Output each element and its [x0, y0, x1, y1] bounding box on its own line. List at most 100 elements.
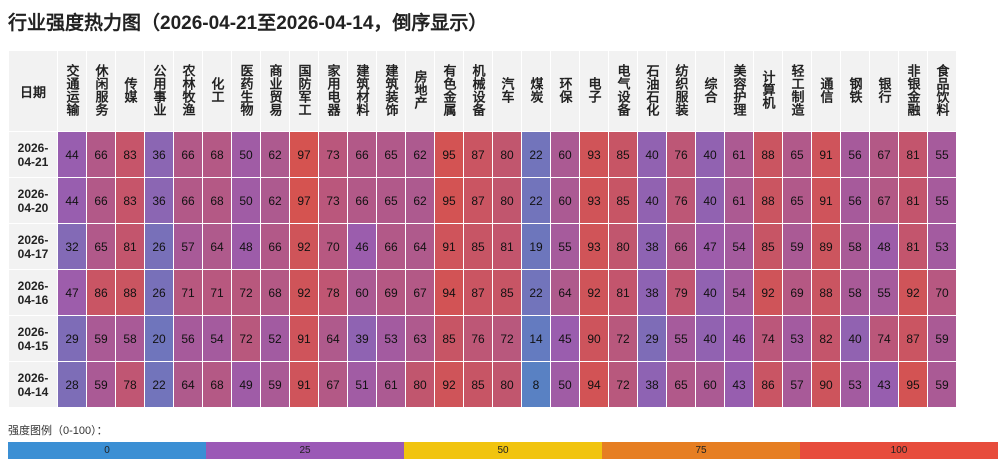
heatmap-cell: 72 [608, 361, 638, 408]
column-header: 石油石化 [637, 50, 667, 132]
column-header-label: 国防军工 [296, 63, 312, 116]
heatmap-cell: 81 [898, 131, 928, 178]
column-header: 休闲服务 [86, 50, 116, 132]
heatmap-cell: 83 [115, 177, 145, 224]
table-row: 2026- 04-20 44 66 83 36 66 68 50 62 97 73 66 65 62 95 87… [8, 177, 957, 224]
column-header-label: 环保 [557, 76, 573, 103]
heatmap-cell: 38 [637, 223, 667, 270]
heatmap-cell: 40 [637, 177, 667, 224]
heatmap-cell: 40 [695, 177, 725, 224]
heatmap-cell: 89 [811, 223, 841, 270]
heatmap-cell: 66 [173, 177, 203, 224]
heatmap-cell: 66 [86, 131, 116, 178]
heatmap-cell: 48 [231, 223, 261, 270]
column-header: 商业贸易 [260, 50, 290, 132]
heatmap-cell: 65 [376, 131, 406, 178]
column-header: 轻工制造 [782, 50, 812, 132]
heatmap-cell: 43 [724, 361, 754, 408]
heatmap-cell: 70 [927, 269, 957, 316]
heatmap-cell: 80 [405, 361, 435, 408]
heatmap-cell: 32 [57, 223, 87, 270]
heatmap-cell: 66 [666, 223, 696, 270]
legend-swatch: 100 [800, 442, 998, 459]
heatmap-cell: 64 [202, 223, 232, 270]
heatmap-cell: 58 [840, 223, 870, 270]
column-header-label: 通信 [818, 76, 834, 103]
column-header-label: 汽车 [499, 76, 515, 103]
page-title: 行业强度热力图（2026-04-21至2026-04-14，倒序显示） [8, 13, 488, 34]
heatmap-cell: 54 [724, 223, 754, 270]
column-header-label: 综合 [702, 76, 718, 103]
heatmap-cell: 72 [608, 315, 638, 362]
column-header-label: 美容护理 [731, 63, 747, 116]
heatmap-cell: 86 [86, 269, 116, 316]
heatmap-cell: 60 [550, 177, 580, 224]
heatmap-cell: 36 [144, 131, 174, 178]
heatmap-cell: 55 [550, 223, 580, 270]
heatmap-cell: 67 [869, 177, 899, 224]
column-header: 传媒 [115, 50, 145, 132]
heatmap-cell: 78 [318, 269, 348, 316]
heatmap-cell: 55 [869, 269, 899, 316]
heatmap-cell: 8 [521, 361, 551, 408]
heatmap-cell: 57 [782, 361, 812, 408]
heatmap-cell: 73 [318, 131, 348, 178]
heatmap-cell: 81 [492, 223, 522, 270]
heatmap-cell: 62 [405, 131, 435, 178]
column-header: 非银金融 [898, 50, 928, 132]
heatmap-header-row: 日期 交通运输 休闲服务 传媒 公用事业 农林牧渔 化工 医药生物 商业贸易 国防军工 家用电器建… [8, 50, 957, 132]
heatmap-cell: 87 [463, 269, 493, 316]
heatmap-cell: 53 [927, 223, 957, 270]
heatmap-cell: 91 [811, 177, 841, 224]
heatmap-cell: 38 [637, 269, 667, 316]
heatmap-cell: 66 [376, 223, 406, 270]
heatmap-cell: 68 [260, 269, 290, 316]
heatmap-cell: 50 [550, 361, 580, 408]
heatmap-cell: 59 [86, 361, 116, 408]
column-header: 国防军工 [289, 50, 319, 132]
column-header-label: 公用事业 [151, 63, 167, 116]
heatmap-cell: 53 [376, 315, 406, 362]
table-row: 2026- 04-17 32 65 81 26 57 64 48 66 92 70 46 66 64 91 85… [8, 223, 957, 270]
heatmap-cell: 92 [434, 361, 464, 408]
heatmap-cell: 61 [376, 361, 406, 408]
heatmap-cell: 46 [347, 223, 377, 270]
column-header-label: 休闲服务 [93, 63, 109, 116]
heatmap-cell: 88 [753, 177, 783, 224]
heatmap-cell: 91 [811, 131, 841, 178]
heatmap-cell: 20 [144, 315, 174, 362]
heatmap-body: 2026- 04-21 44 66 83 36 66 68 50 62 97 73 66 65 62 95 87… [8, 131, 957, 408]
heatmap-cell: 36 [144, 177, 174, 224]
heatmap-cell: 71 [202, 269, 232, 316]
heatmap-cell: 65 [782, 131, 812, 178]
column-header-label: 纺织服装 [673, 63, 689, 116]
column-header: 汽车 [492, 50, 522, 132]
heatmap-cell: 81 [898, 177, 928, 224]
column-header-label: 银行 [876, 76, 892, 103]
heatmap-cell: 66 [347, 131, 377, 178]
heatmap-cell: 79 [666, 269, 696, 316]
heatmap-cell: 74 [869, 315, 899, 362]
heatmap-cell: 58 [840, 269, 870, 316]
heatmap-cell: 22 [144, 361, 174, 408]
column-header: 建筑装饰 [376, 50, 406, 132]
heatmap-cell: 92 [289, 269, 319, 316]
heatmap-cell: 62 [260, 131, 290, 178]
heatmap-cell: 68 [202, 177, 232, 224]
heatmap-cell: 72 [231, 269, 261, 316]
heatmap-cell: 67 [318, 361, 348, 408]
heatmap-cell: 81 [898, 223, 928, 270]
heatmap-cell: 76 [666, 131, 696, 178]
column-header: 钢铁 [840, 50, 870, 132]
column-header: 电气设备 [608, 50, 638, 132]
column-header: 纺织服装 [666, 50, 696, 132]
heatmap-cell: 55 [666, 315, 696, 362]
column-header-label: 传媒 [122, 76, 138, 103]
heatmap-cell: 95 [434, 177, 464, 224]
column-header-label: 建筑装饰 [383, 63, 399, 116]
heatmap-cell: 85 [492, 269, 522, 316]
heatmap-cell: 49 [231, 361, 261, 408]
heatmap-cell: 28 [57, 361, 87, 408]
table-row: 2026- 04-21 44 66 83 36 66 68 50 62 97 73 66 65 62 95 87… [8, 131, 957, 178]
heatmap-cell: 53 [840, 361, 870, 408]
